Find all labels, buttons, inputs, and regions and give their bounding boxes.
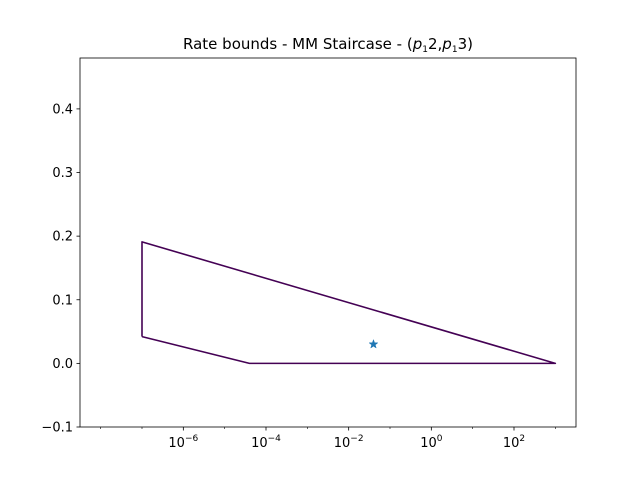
x-tick-label: 102 xyxy=(503,434,525,451)
x-tick-label: 100 xyxy=(420,434,443,451)
title-p1: p xyxy=(412,35,423,53)
title-sub2: 1 xyxy=(452,45,458,55)
title-sub1: 1 xyxy=(422,45,428,55)
title-p2: p xyxy=(441,35,452,53)
x-tick-label: 10−6 xyxy=(168,434,198,451)
x-tick-label: 10−4 xyxy=(251,434,281,451)
y-tick-label: 0.1 xyxy=(52,293,73,308)
y-tick-label: 0.4 xyxy=(52,102,73,117)
y-axis-ticks: −0.1 0.0 0.1 0.2 0.3 0.4 xyxy=(41,102,80,436)
series-line-0 xyxy=(141,241,557,365)
y-tick-label: 0.2 xyxy=(52,230,73,245)
x-axis-ticks: 10−6 10−4 10−2 100 102 xyxy=(100,427,556,451)
y-tick-label: −0.1 xyxy=(41,421,73,436)
plot-content xyxy=(141,241,557,365)
title-mid1: 2, xyxy=(428,35,442,53)
title-main: Rate bounds - MM Staircase - ( xyxy=(183,35,413,53)
title-end: 3) xyxy=(458,35,473,53)
plot-area-frame xyxy=(79,57,577,428)
x-tick-label: 10−2 xyxy=(334,434,364,451)
y-tick-label: 0.0 xyxy=(52,357,73,372)
data-point-star-0 xyxy=(368,338,379,349)
chart-title: Rate bounds - MM Staircase - (p12,p13) xyxy=(183,35,473,55)
y-tick-label: 0.3 xyxy=(52,166,73,181)
